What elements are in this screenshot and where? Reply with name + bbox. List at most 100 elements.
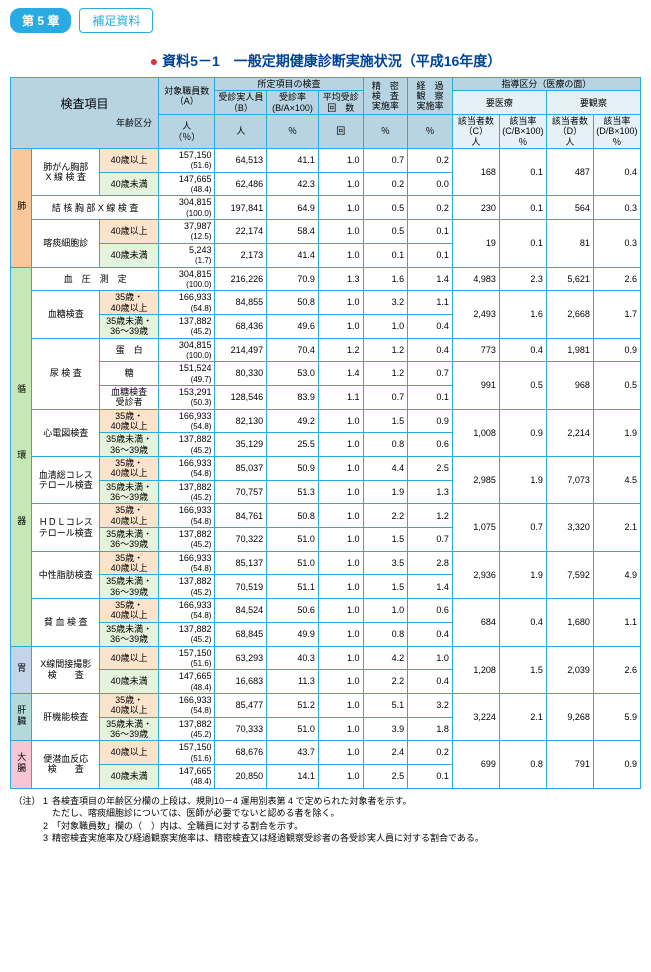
data-cell: 166,933(54.8) xyxy=(159,504,215,528)
data-cell: 1.2 xyxy=(318,338,363,362)
data-cell: 1.0 xyxy=(318,622,363,646)
data-cell: 4.9 xyxy=(593,551,640,598)
exam-name: 結 核 胸 部 X 線 検 査 xyxy=(32,196,159,220)
data-cell: 70,757 xyxy=(215,480,267,504)
data-cell: 16,683 xyxy=(215,670,267,694)
exam-name: 便潜血反応検 査 xyxy=(32,741,100,788)
data-cell: 0.1 xyxy=(499,196,546,220)
data-cell: 1.4 xyxy=(408,267,453,291)
data-cell: 0.1 xyxy=(499,220,546,267)
data-cell: 5.1 xyxy=(363,693,408,717)
age-group: 35歳・40歳以上 xyxy=(100,409,159,433)
data-cell: 3.9 xyxy=(363,717,408,741)
age-group: 40歳未満 xyxy=(100,172,159,196)
subtype-label: 蛋 白 xyxy=(100,338,159,362)
data-cell: 2,936 xyxy=(452,551,499,598)
data-cell: 2,039 xyxy=(546,646,593,693)
data-cell: 1.0 xyxy=(318,291,363,315)
data-cell: 51.0 xyxy=(267,551,319,575)
col-juji: 受診実人員（B） xyxy=(215,91,267,115)
data-cell: 791 xyxy=(546,741,593,788)
data-cell: 1.2 xyxy=(363,338,408,362)
age-group: 40歳以上 xyxy=(100,741,159,765)
age-group: 35歳未満・36～39歳 xyxy=(100,575,159,599)
data-cell: 63,293 xyxy=(215,646,267,670)
data-cell: 0.1 xyxy=(499,149,546,196)
data-cell: 0.8 xyxy=(499,741,546,788)
age-group: 35歳未満・36～39歳 xyxy=(100,622,159,646)
data-cell: 1.0 xyxy=(318,149,363,173)
age-group: 35歳・40歳以上 xyxy=(100,693,159,717)
unit-keika: ％ xyxy=(408,115,453,149)
data-cell: 0.4 xyxy=(499,338,546,362)
data-cell: 1.0 xyxy=(318,457,363,481)
data-cell: 22,174 xyxy=(215,220,267,244)
health-exam-table: 検査項目年齢区分 対象職員数（A） 所定項目の検査 精 密検 査実施率 経 過観… xyxy=(10,77,641,789)
data-cell: 0.8 xyxy=(363,433,408,457)
data-cell: 25.5 xyxy=(267,433,319,457)
age-group: 35歳未満・36～39歳 xyxy=(100,717,159,741)
data-cell: 50.6 xyxy=(267,599,319,623)
data-cell: 0.7 xyxy=(499,504,546,551)
data-cell: 1.5 xyxy=(499,646,546,693)
data-cell: 3.2 xyxy=(363,291,408,315)
data-cell: 64,513 xyxy=(215,149,267,173)
data-cell: 1.0 xyxy=(318,196,363,220)
data-cell: 1.0 xyxy=(318,670,363,694)
data-cell: 166,933(54.8) xyxy=(159,409,215,433)
data-cell: 1.3 xyxy=(408,480,453,504)
data-cell: 41.4 xyxy=(267,243,319,267)
data-cell: 0.5 xyxy=(593,362,640,409)
data-cell: 0.4 xyxy=(408,338,453,362)
data-cell: 1.6 xyxy=(499,291,546,338)
data-cell: 1,075 xyxy=(452,504,499,551)
data-cell: 0.7 xyxy=(408,362,453,386)
data-cell: 0.1 xyxy=(408,243,453,267)
data-cell: 1.0 xyxy=(318,764,363,788)
data-cell: 84,855 xyxy=(215,291,267,315)
data-cell: 1,680 xyxy=(546,599,593,646)
data-cell: 0.7 xyxy=(408,528,453,552)
data-cell: 157,150(51.6) xyxy=(159,646,215,670)
data-cell: 304,815(100.0) xyxy=(159,338,215,362)
age-group: 35歳・40歳以上 xyxy=(100,457,159,481)
data-cell: 2,493 xyxy=(452,291,499,338)
data-cell: 1.9 xyxy=(363,480,408,504)
data-cell: 84,761 xyxy=(215,504,267,528)
data-cell: 216,226 xyxy=(215,267,267,291)
col-shotei: 所定項目の検査 xyxy=(215,78,363,91)
data-cell: 50.8 xyxy=(267,504,319,528)
table-row: 胃X線間接撮影検 査40歳以上157,150(51.6)63,29340.31.… xyxy=(11,646,641,670)
data-cell: 84,524 xyxy=(215,599,267,623)
data-cell: 157,150(51.6) xyxy=(159,741,215,765)
data-cell: 1.0 xyxy=(363,314,408,338)
data-cell: 0.3 xyxy=(593,196,640,220)
data-cell: 1.5 xyxy=(363,575,408,599)
data-cell: 85,477 xyxy=(215,693,267,717)
data-cell: 2.8 xyxy=(408,551,453,575)
data-cell: 0.9 xyxy=(408,409,453,433)
col-Dr: 該当率(D/B×100)％ xyxy=(593,115,640,149)
table-row: 結 核 胸 部 X 線 検 査304,815(100.0)197,84164.9… xyxy=(11,196,641,220)
data-cell: 2.5 xyxy=(363,764,408,788)
data-cell: 70,519 xyxy=(215,575,267,599)
unit-juji: 人 xyxy=(215,115,267,149)
table-row: 血糖検査35歳・40歳以上166,933(54.8)84,85550.81.03… xyxy=(11,291,641,315)
exam-name: 血糖検査 xyxy=(32,291,100,338)
data-cell: 137,882(45.2) xyxy=(159,433,215,457)
data-cell: 51.0 xyxy=(267,528,319,552)
data-cell: 0.4 xyxy=(408,314,453,338)
data-cell: 0.1 xyxy=(408,385,453,409)
data-cell: 51.3 xyxy=(267,480,319,504)
data-cell: 62,486 xyxy=(215,172,267,196)
data-cell: 1.0 xyxy=(363,599,408,623)
data-cell: 0.9 xyxy=(593,338,640,362)
data-cell: 82,130 xyxy=(215,409,267,433)
data-cell: 5.9 xyxy=(593,693,640,740)
data-cell: 2.2 xyxy=(363,504,408,528)
table-row: 中性脂肪検査35歳・40歳以上166,933(54.8)85,13751.01.… xyxy=(11,551,641,575)
data-cell: 128,546 xyxy=(215,385,267,409)
table-row: 心電図検査35歳・40歳以上166,933(54.8)82,13049.21.0… xyxy=(11,409,641,433)
data-cell: 153,291(50.3) xyxy=(159,385,215,409)
unit-heikin: 回 xyxy=(318,115,363,149)
